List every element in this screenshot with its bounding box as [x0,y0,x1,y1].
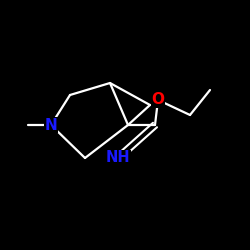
Text: NH: NH [106,150,130,166]
Text: N: N [44,118,58,132]
Text: O: O [152,92,164,108]
